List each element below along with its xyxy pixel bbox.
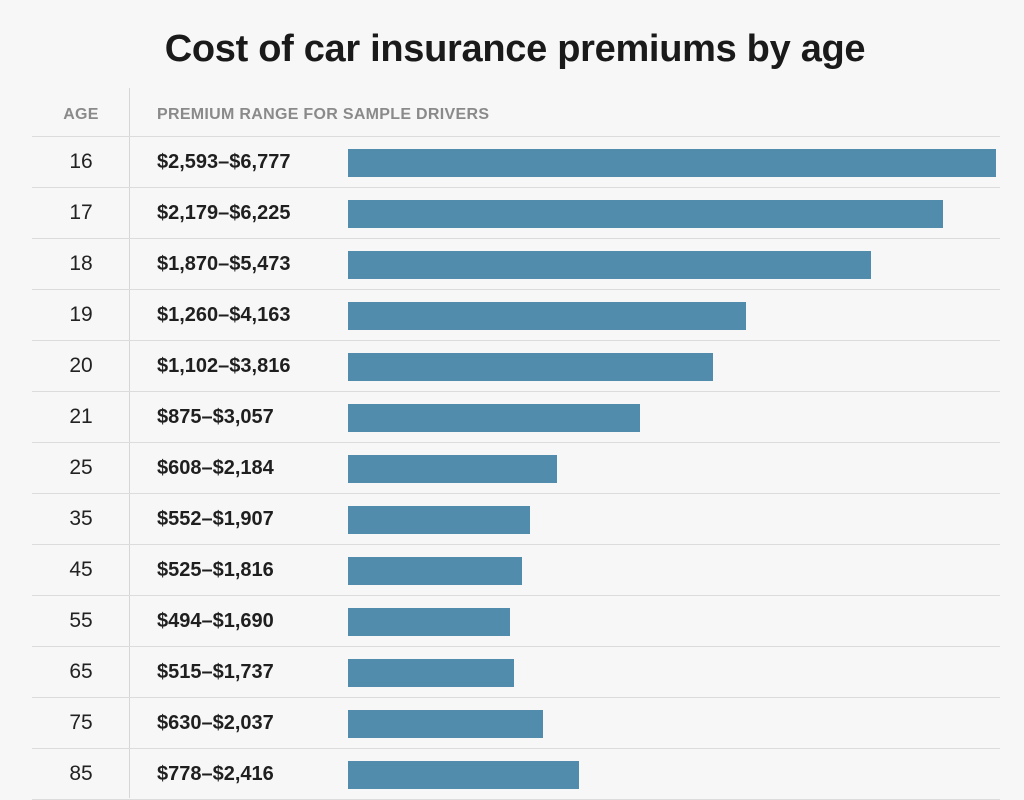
table-row: 16 $2,593–$6,777 (32, 137, 1000, 188)
column-divider (129, 88, 130, 798)
premium-bar (348, 353, 713, 381)
table-row: 18 $1,870–$5,473 (32, 239, 1000, 290)
premium-range-label: $515–$1,737 (157, 661, 274, 683)
premium-bar (348, 659, 514, 687)
premium-range-label: $875–$3,057 (157, 406, 274, 428)
premium-bar (348, 710, 543, 738)
table-row: 17 $2,179–$6,225 (32, 188, 1000, 239)
range-column-header: PREMIUM RANGE FOR SAMPLE DRIVERS (157, 106, 490, 123)
premium-range-label: $1,102–$3,816 (157, 355, 291, 377)
premium-bar (348, 455, 557, 483)
premium-bar (348, 149, 996, 177)
table-row: 65 $515–$1,737 (32, 647, 1000, 698)
table-header: AGE PREMIUM RANGE FOR SAMPLE DRIVERS (32, 90, 1000, 137)
table-row: 21 $875–$3,057 (32, 392, 1000, 443)
premium-bar (348, 302, 746, 330)
age-label: 25 (69, 456, 93, 479)
premium-range-label: $2,593–$6,777 (157, 151, 291, 173)
table-row: 85 $778–$2,416 (32, 749, 1000, 800)
premium-range-label: $608–$2,184 (157, 457, 274, 479)
age-label: 45 (69, 558, 93, 581)
age-label: 20 (69, 354, 93, 377)
age-label: 35 (69, 507, 93, 530)
premium-bar (348, 404, 640, 432)
premium-range-label: $778–$2,416 (157, 763, 274, 785)
chart-title: Cost of car insurance premiums by age (164, 28, 866, 70)
age-label: 85 (69, 762, 93, 785)
premium-range-label: $630–$2,037 (157, 712, 274, 734)
premium-table: AGE PREMIUM RANGE FOR SAMPLE DRIVERS 16 $… (32, 90, 1000, 800)
premium-bar (348, 251, 871, 279)
premium-bar (348, 200, 943, 228)
premium-range-label: $494–$1,690 (157, 610, 274, 632)
table-row: 20 $1,102–$3,816 (32, 341, 1000, 392)
age-label: 17 (69, 201, 93, 224)
age-label: 18 (69, 252, 93, 275)
premium-range-label: $552–$1,907 (157, 508, 274, 530)
table-row: 35 $552–$1,907 (32, 494, 1000, 545)
age-label: 75 (69, 711, 93, 734)
premium-bar (348, 506, 530, 534)
age-label: 65 (69, 660, 93, 683)
age-label: 16 (69, 150, 93, 173)
age-label: 19 (69, 303, 93, 326)
table-row: 55 $494–$1,690 (32, 596, 1000, 647)
premium-range-label: $1,260–$4,163 (157, 304, 291, 326)
premium-bar (348, 761, 579, 789)
premium-range-label: $2,179–$6,225 (157, 202, 291, 224)
premium-bar (348, 557, 522, 585)
table-row: 75 $630–$2,037 (32, 698, 1000, 749)
table-body: 16 $2,593–$6,777 17 $2,179–$6,225 18 $1,870–$… (32, 137, 1000, 800)
table-row: 45 $525–$1,816 (32, 545, 1000, 596)
table-row: 25 $608–$2,184 (32, 443, 1000, 494)
age-label: 55 (69, 609, 93, 632)
table-row: 19 $1,260–$4,163 (32, 290, 1000, 341)
premium-bar (348, 608, 510, 636)
premium-range-label: $525–$1,816 (157, 559, 274, 581)
premium-range-label: $1,870–$5,473 (157, 253, 291, 275)
age-column-header: AGE (63, 106, 99, 123)
age-label: 21 (69, 405, 93, 428)
